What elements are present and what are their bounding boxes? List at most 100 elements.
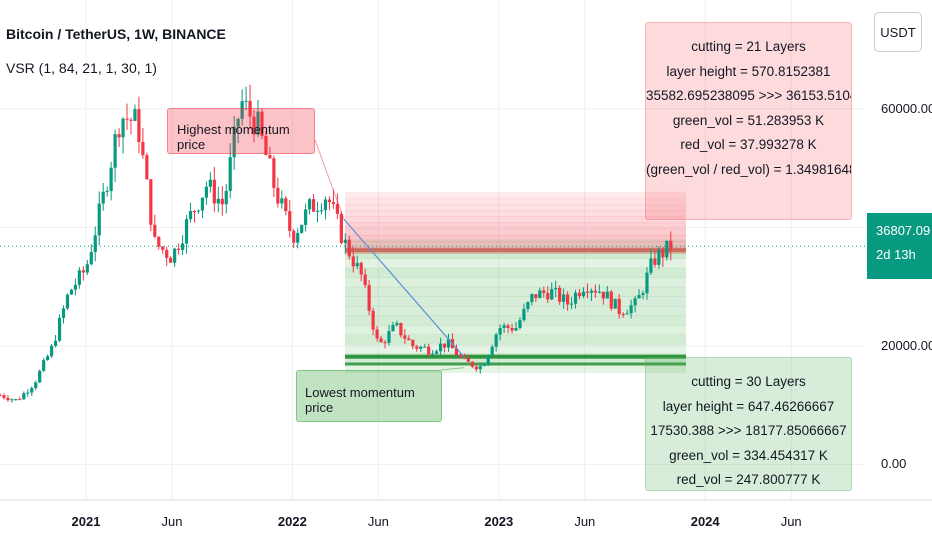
candle — [625, 313, 629, 315]
candle — [403, 335, 407, 339]
info-line: green_vol = 334.454317 K — [669, 447, 828, 463]
candle — [657, 250, 661, 265]
candle — [208, 179, 212, 187]
candle — [30, 388, 34, 393]
candle — [22, 393, 26, 400]
candle — [423, 346, 427, 348]
last-price-tag: 36807.09 2d 13h — [867, 213, 932, 279]
support-layer — [345, 305, 686, 316]
lowest-label-pointer — [440, 367, 465, 371]
candle — [355, 262, 359, 267]
candle — [478, 366, 482, 370]
candle — [419, 346, 423, 349]
candle — [645, 272, 649, 294]
candle — [141, 142, 145, 156]
candle — [272, 158, 276, 188]
candle — [454, 348, 459, 356]
candle — [300, 224, 304, 233]
info-line: green_vol = 51.283953 K — [672, 112, 825, 128]
candle — [192, 211, 197, 213]
candle — [93, 235, 97, 253]
candle — [216, 198, 220, 204]
candle — [589, 290, 594, 293]
candle — [6, 397, 10, 401]
support-layer — [345, 296, 686, 307]
candle — [633, 298, 637, 306]
candle — [542, 290, 546, 293]
candle — [474, 366, 478, 370]
candle — [236, 118, 240, 127]
candle — [224, 190, 228, 205]
candles — [0, 84, 673, 403]
candle — [311, 199, 316, 212]
candle — [200, 197, 205, 211]
candle — [125, 118, 129, 120]
info-line: 35582.695238095 >>> 36153.51047619 — [646, 88, 851, 103]
volume-zones — [345, 191, 686, 374]
candle — [133, 109, 137, 121]
candle — [593, 290, 597, 293]
candle — [18, 399, 22, 401]
candle — [53, 340, 58, 347]
support-line — [345, 362, 686, 366]
candle — [490, 346, 494, 356]
resistance-layer — [345, 197, 686, 205]
candle — [343, 239, 347, 243]
candle — [573, 292, 578, 304]
candle — [248, 100, 252, 117]
candle — [566, 294, 570, 305]
candle — [26, 392, 30, 394]
candle — [121, 118, 125, 138]
currency-button[interactable]: USDT — [874, 12, 922, 52]
highest-momentum-label: Highest momentum price — [167, 108, 315, 154]
candle — [347, 239, 351, 257]
candle — [665, 240, 669, 258]
candle — [14, 399, 18, 401]
candle — [292, 230, 296, 243]
support-layer — [345, 277, 686, 288]
candle — [546, 292, 550, 300]
resistance-layer — [345, 241, 686, 248]
candle — [113, 134, 117, 168]
candle — [661, 250, 665, 258]
candle — [446, 339, 451, 348]
support-layer — [345, 363, 686, 374]
x-tick-label: 2024 — [690, 514, 720, 529]
candle — [486, 355, 490, 365]
resistance-layer — [345, 228, 686, 236]
candle — [57, 317, 62, 341]
candle — [244, 100, 248, 102]
candle — [153, 224, 157, 237]
candle — [351, 256, 355, 267]
support-layer — [345, 286, 686, 297]
candle — [637, 295, 641, 299]
candle — [61, 308, 66, 318]
indicator-legend[interactable]: VSR (1, 84, 21, 1, 30, 1) — [6, 60, 157, 76]
candle — [276, 187, 280, 204]
x-tick-label: 2021 — [71, 514, 101, 529]
x-tick-label: 2023 — [484, 514, 514, 529]
candle — [260, 111, 264, 137]
candle — [323, 199, 328, 211]
y-tick-label: 20000.00 — [881, 337, 932, 353]
y-tick-label: 0.00 — [881, 456, 907, 472]
candle — [363, 274, 367, 286]
candle — [395, 323, 399, 325]
candle — [149, 179, 153, 225]
candle — [538, 290, 542, 299]
candle — [0, 395, 2, 397]
candle — [240, 101, 244, 119]
candle — [81, 270, 85, 273]
candle — [458, 355, 463, 357]
x-tick-label: Jun — [367, 514, 389, 529]
candle — [327, 199, 332, 203]
info-line: layer height = 570.8152381 — [666, 63, 831, 79]
support-layer — [345, 343, 686, 355]
candle — [85, 264, 89, 273]
candle — [597, 291, 601, 293]
candle — [534, 294, 538, 299]
candle — [462, 356, 466, 359]
resistance-line — [345, 248, 686, 253]
candle — [569, 303, 574, 305]
